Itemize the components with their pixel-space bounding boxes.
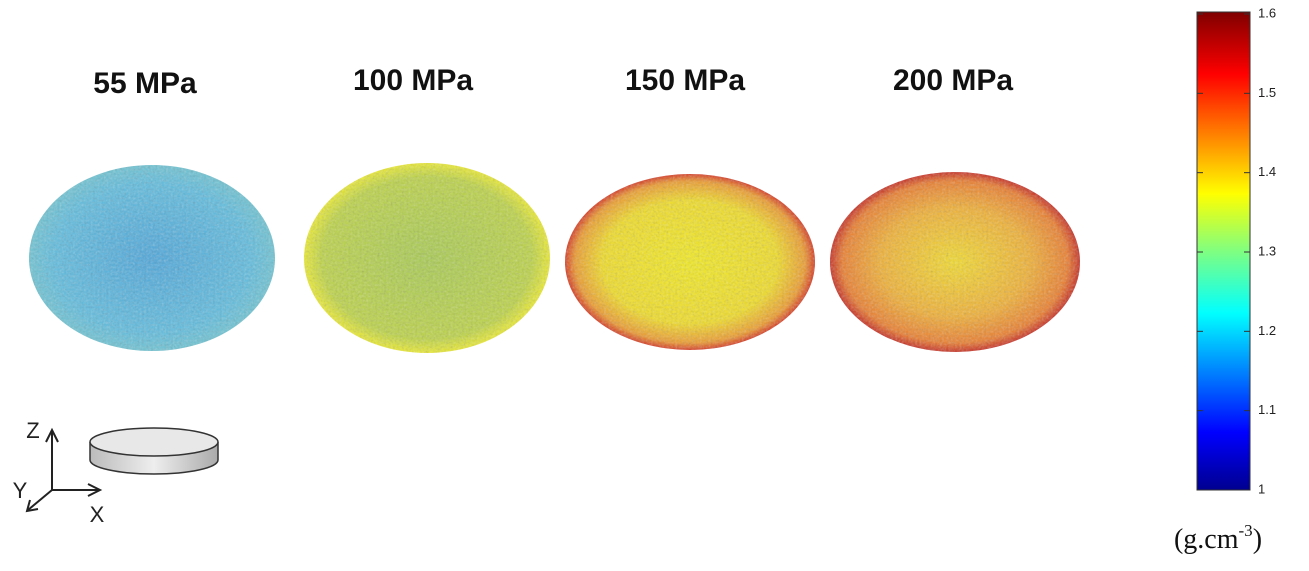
unit-close: ) <box>1253 524 1262 555</box>
axis-label: Y <box>13 478 28 503</box>
unit-base: (g.cm <box>1174 524 1239 555</box>
axes-icon <box>25 427 103 513</box>
axis-label: Z <box>26 418 39 443</box>
tick-label: 1.5 <box>1258 85 1276 100</box>
panel-title: 55 MPa <box>93 67 197 100</box>
tick-label: 1.6 <box>1258 5 1276 20</box>
unit-exp: -3 <box>1239 521 1253 540</box>
density-maps <box>29 163 1080 353</box>
arrow-head <box>45 427 59 443</box>
axis-arrow <box>27 489 53 511</box>
map-texture <box>304 163 550 353</box>
colorbar-ticks: 1 1.1 1.2 1.3 1.4 1.5 1.6 <box>1197 5 1276 496</box>
map-texture <box>565 174 815 350</box>
disk-top <box>89 427 219 457</box>
tick-label: 1.3 <box>1258 243 1276 258</box>
sample-disk <box>89 427 219 475</box>
panel-title: 200 MPa <box>893 64 1013 97</box>
panel-title: 100 MPa <box>353 64 473 97</box>
map-texture <box>29 165 275 351</box>
tick-label: 1.1 <box>1258 402 1276 417</box>
tick-label: 1.2 <box>1258 323 1276 338</box>
tick-label: 1 <box>1258 481 1265 496</box>
arrow-head <box>87 483 103 497</box>
map-texture <box>830 172 1080 352</box>
tick-label: 1.4 <box>1258 164 1276 179</box>
unit-label: (g.cm-3) <box>1174 521 1262 556</box>
axis-label: X <box>90 502 105 527</box>
colorbar <box>1196 11 1251 491</box>
arrow-head <box>25 499 39 513</box>
panel-title: 150 MPa <box>625 64 745 97</box>
